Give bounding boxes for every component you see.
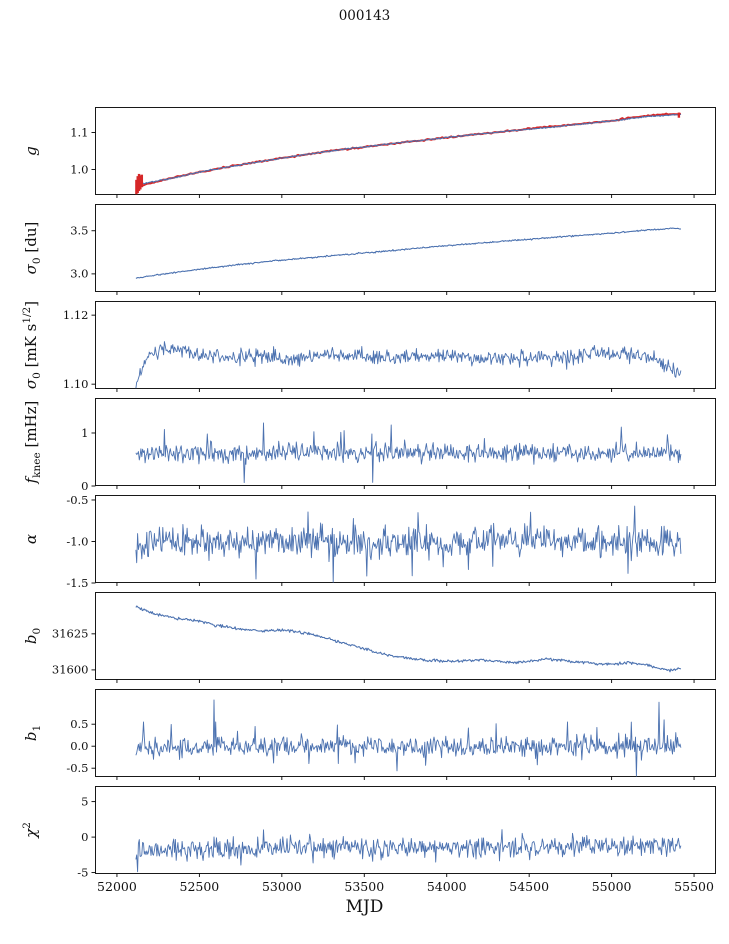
y-tick-label: 31625	[52, 627, 89, 641]
y-tick-label: 1	[81, 426, 88, 440]
x-tick-label: 54500	[509, 879, 549, 894]
x-tick-label: 52000	[97, 879, 137, 894]
panel-chi2: -5 0 5 52000 52500 53000 53500 54000 54500 55000 5…	[21, 786, 716, 894]
plot-frame	[95, 592, 716, 680]
y-tick-label: 31600	[52, 663, 89, 677]
y-tick-label: -1.5	[66, 576, 88, 590]
y-tick-label: 1.10	[63, 377, 89, 391]
plot-frame	[95, 204, 716, 292]
x-tick-label: 53500	[344, 879, 384, 894]
series-line-b1	[135, 699, 682, 777]
plot-frame	[95, 786, 716, 874]
series-line-fknee	[135, 422, 682, 484]
series-line-b0	[135, 605, 682, 673]
series-line-g	[135, 112, 682, 189]
y-tick-label: 1.12	[63, 308, 89, 322]
y-axis-label-b1: b1	[22, 725, 43, 741]
panel-b0: 31600 31625 b0	[22, 592, 716, 683]
y-axis-label-g: g	[22, 146, 40, 156]
y-tick-label: 0	[81, 479, 88, 493]
plot-frame	[95, 689, 716, 777]
panel-sigma0-du: 3.0 3.5 σ0 [du]	[22, 204, 716, 295]
y-axis-label-sigma0-mks: σ0 [mK s1/2]	[21, 301, 43, 389]
y-tick-label: 3.0	[70, 267, 88, 281]
y-tick-label: -5	[77, 865, 88, 879]
plot-frame	[95, 107, 716, 195]
x-tick-label: 52500	[180, 879, 220, 894]
y-tick-label: 3.5	[70, 224, 88, 238]
series-line-alpha	[135, 505, 682, 583]
y-tick-label: 0.5	[70, 717, 88, 731]
y-axis-label-alpha: α	[22, 534, 40, 544]
y-tick-label: 1.0	[70, 162, 88, 176]
plot-frame	[95, 398, 716, 486]
panel-alpha: -1.5 -1.0 -0.5 α	[22, 493, 716, 590]
y-tick-label: -0.5	[66, 761, 88, 775]
x-tick-label: 55000	[592, 879, 632, 894]
panel-fknee: 0 1 fknee [mHz]	[22, 398, 716, 493]
plot-frame	[95, 495, 716, 583]
figure-title: 000143	[338, 8, 391, 24]
y-axis-label-fknee: fknee [mHz]	[22, 401, 43, 485]
x-tick-label: 55500	[674, 879, 714, 894]
y-axis-label-sigma0-du: σ0 [du]	[22, 222, 43, 275]
series-line-g	[135, 113, 682, 186]
x-tick-label: 53000	[262, 879, 302, 894]
y-tick-label: -1.0	[66, 534, 88, 548]
y-tick-label: -0.5	[66, 493, 88, 507]
x-axis-label: MJD	[345, 897, 384, 917]
panel-b1: -0.5 0.0 0.5 b1	[22, 689, 716, 780]
y-tick-label: 0.0	[70, 739, 88, 753]
y-axis-label-chi2: χ2	[21, 822, 40, 839]
x-tick-label: 54000	[427, 879, 467, 894]
y-tick-label: 0	[81, 830, 88, 844]
series-line-chi2	[135, 829, 682, 873]
y-tick-label: 5	[81, 794, 88, 808]
plot-frame	[95, 301, 716, 389]
panel-sigma0-mks: 1.10 1.12 σ0 [mK s1/2]	[21, 301, 716, 392]
y-tick-label: 1.1	[70, 125, 88, 139]
series-line-sigma0-du	[135, 227, 682, 279]
y-axis-label-b0: b0	[22, 628, 43, 644]
panel-g: 1.0 1.1 g	[22, 107, 716, 198]
series-line-sigma0-mks	[135, 341, 682, 389]
